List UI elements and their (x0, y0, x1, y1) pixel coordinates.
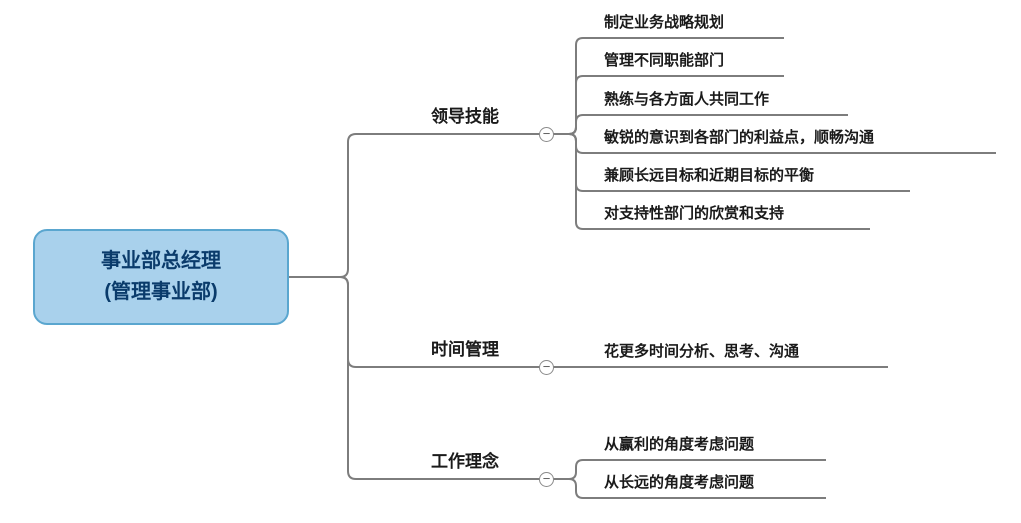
branch-time: 时间管理 (407, 335, 523, 368)
leaf-concept-1: 从长远的角度考虑问题 (604, 471, 826, 499)
root-line1: 事业部总经理 (101, 246, 221, 277)
leaf-leadership-1: 管理不同职能部门 (604, 49, 784, 77)
leaf-leadership-4: 兼顾长远目标和近期目标的平衡 (604, 164, 910, 192)
collapse-icon[interactable]: − (539, 127, 554, 142)
collapse-icon[interactable]: − (539, 472, 554, 487)
leaf-leadership-0: 制定业务战略规划 (604, 11, 784, 39)
branch-concept: 工作理念 (407, 447, 523, 480)
root-node: 事业部总经理 (管理事业部) (33, 229, 289, 325)
leaf-time-0: 花更多时间分析、思考、沟通 (604, 340, 888, 368)
leaf-concept-0: 从赢利的角度考虑问题 (604, 433, 826, 461)
branch-leadership: 领导技能 (407, 102, 523, 135)
collapse-icon[interactable]: − (539, 360, 554, 375)
leaf-leadership-5: 对支持性部门的欣赏和支持 (604, 202, 870, 230)
root-line2: (管理事业部) (104, 277, 217, 308)
leaf-leadership-2: 熟练与各方面人共同工作 (604, 88, 848, 116)
leaf-leadership-3: 敏锐的意识到各部门的利益点，顺畅沟通 (604, 126, 996, 154)
